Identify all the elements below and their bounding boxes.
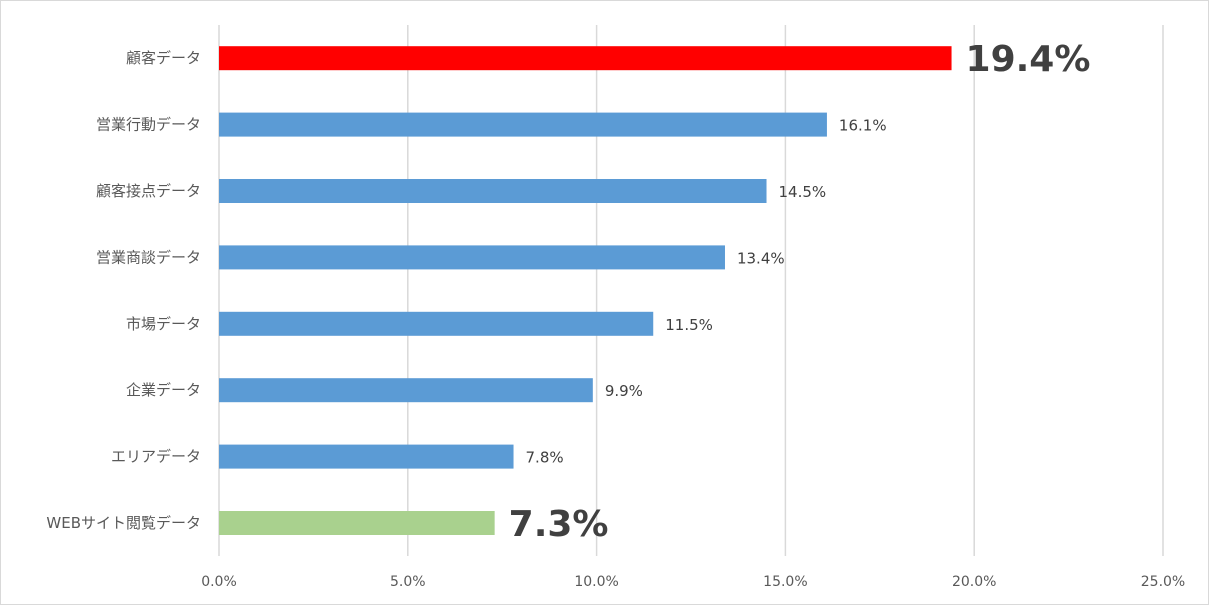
x-tick-label: 10.0% [574,574,618,590]
category-label: WEBサイト閲覧データ [46,514,201,532]
value-labels: 19.4% 16.1% 14.5% 13.4% 11.5% 9.9% 7.8% 7.3% [509,39,1091,545]
category-label: エリアデータ [111,448,201,466]
category-label: 顧客データ [126,49,201,67]
bar [219,179,767,203]
bar [219,511,495,535]
bar [219,311,654,336]
bar [219,378,593,403]
category-labels: 顧客データ営業行動データ顧客接点データ営業商談データ市場データ企業データエリアデ… [46,49,201,532]
data-label: 9.9% [605,382,643,400]
bar [219,245,725,270]
category-label: 顧客接点データ [96,182,201,200]
data-label: 19.4% [966,39,1091,80]
category-label: 営業商談データ [96,248,201,266]
data-label: 14.5% [779,183,827,201]
category-label: 企業データ [126,381,201,399]
bar [219,112,827,137]
data-label: 13.4% [737,249,785,267]
bars [219,46,952,535]
data-label: 7.8% [526,449,564,467]
x-tick-label: 15.0% [763,574,807,590]
x-tick-label: 5.0% [390,574,426,590]
data-label: 11.5% [665,316,713,334]
x-tick-labels: 0.0% 5.0% 10.0% 15.0% 20.0% 25.0% [201,574,1185,590]
category-label: 営業行動データ [96,116,201,134]
grid-lines [218,25,1164,556]
category-label: 市場データ [126,315,201,333]
bar [219,46,952,71]
x-tick-label: 0.0% [201,574,237,590]
data-label: 16.1% [839,117,887,135]
data-label: 7.3% [509,504,609,545]
x-tick-label: 20.0% [952,574,996,590]
bar [219,444,514,469]
x-tick-label: 25.0% [1141,574,1185,590]
